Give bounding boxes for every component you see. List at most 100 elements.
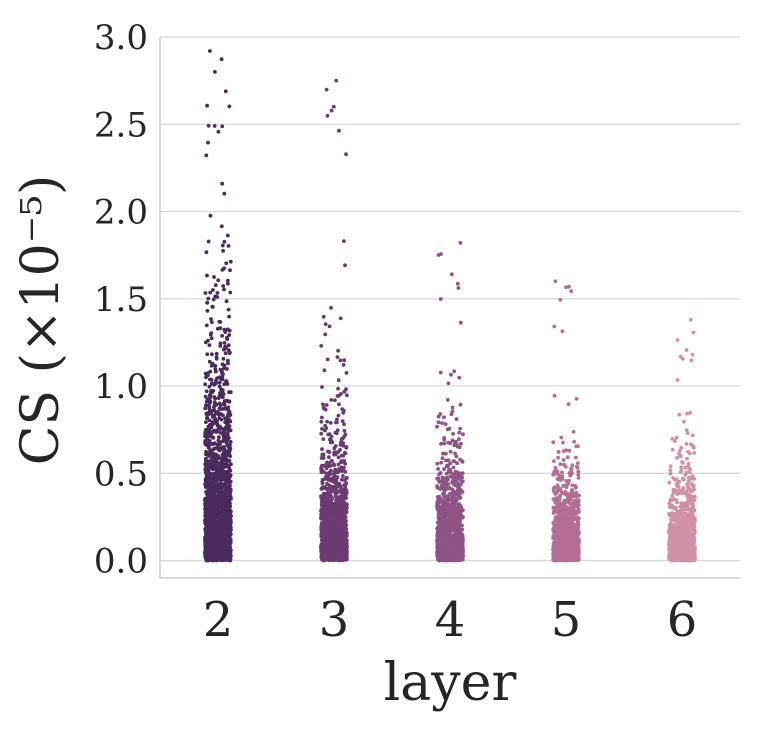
data-point <box>211 513 216 518</box>
data-point <box>219 224 224 229</box>
data-point <box>212 400 217 405</box>
data-point <box>552 459 556 463</box>
data-point <box>213 458 218 463</box>
data-point <box>456 487 461 492</box>
data-point <box>218 430 223 435</box>
data-point <box>331 104 336 109</box>
data-point <box>339 392 343 396</box>
data-point <box>459 474 464 479</box>
data-point <box>225 504 229 509</box>
data-point <box>339 453 344 458</box>
data-point <box>227 507 232 512</box>
data-point <box>228 259 233 264</box>
data-point <box>334 78 339 83</box>
data-point <box>221 438 226 442</box>
data-point <box>321 523 325 528</box>
data-point <box>206 239 211 244</box>
data-point <box>334 431 339 436</box>
data-point <box>205 539 210 543</box>
data-point <box>451 432 455 436</box>
data-point <box>455 281 460 286</box>
data-point <box>226 281 230 286</box>
data-point <box>325 113 330 118</box>
data-point <box>205 103 210 108</box>
data-point <box>445 398 450 402</box>
data-point <box>332 548 337 553</box>
data-point <box>212 547 217 552</box>
data-point <box>325 481 329 486</box>
data-point <box>204 551 209 556</box>
data-point <box>227 444 231 449</box>
data-point <box>445 427 450 432</box>
data-point <box>436 420 441 425</box>
data-point <box>227 351 232 355</box>
data-point <box>439 441 443 446</box>
data-point <box>223 330 228 334</box>
data-point <box>222 516 226 521</box>
data-point <box>459 478 463 483</box>
data-point <box>342 358 347 363</box>
data-point <box>228 525 233 529</box>
data-point <box>322 549 327 554</box>
data-point <box>212 124 217 128</box>
data-point <box>323 555 328 559</box>
data-point <box>220 124 225 129</box>
data-point <box>344 475 349 480</box>
data-point <box>338 526 342 530</box>
data-point <box>224 542 229 546</box>
data-point <box>329 398 334 402</box>
data-point <box>215 475 220 480</box>
data-point <box>342 500 347 505</box>
data-point <box>223 351 228 356</box>
data-point <box>341 541 346 545</box>
data-point <box>442 438 447 442</box>
data-point <box>343 263 347 268</box>
data-point <box>339 459 344 464</box>
data-point <box>436 531 441 536</box>
data-point <box>440 456 445 461</box>
data-point <box>320 427 324 431</box>
data-point <box>323 322 328 326</box>
data-point <box>223 344 228 349</box>
data-point <box>438 479 443 484</box>
data-point <box>216 461 221 465</box>
data-point <box>223 457 228 462</box>
data-point <box>204 429 209 434</box>
data-point <box>321 314 326 319</box>
data-point <box>217 435 221 440</box>
data-point <box>440 421 444 425</box>
data-point <box>224 261 229 266</box>
data-point <box>223 464 228 469</box>
data-point <box>336 386 340 391</box>
data-point <box>459 441 463 446</box>
data-point <box>574 396 579 401</box>
data-point <box>342 239 346 244</box>
data-point <box>326 449 331 454</box>
data-point <box>336 378 341 383</box>
data-point <box>329 434 334 439</box>
data-point <box>446 496 451 501</box>
data-point <box>214 351 219 356</box>
data-point <box>213 70 217 74</box>
data-point <box>320 447 324 451</box>
data-point <box>225 434 230 439</box>
data-point <box>212 382 217 387</box>
data-point <box>221 548 225 552</box>
data-point <box>204 375 208 380</box>
data-point <box>221 284 226 288</box>
data-point <box>220 181 225 186</box>
data-point <box>328 516 332 521</box>
data-point <box>203 462 208 467</box>
data-point <box>435 549 440 554</box>
data-point <box>438 508 443 512</box>
data-point <box>205 435 209 440</box>
data-point <box>343 528 348 533</box>
data-point <box>218 375 223 380</box>
data-point <box>326 529 331 533</box>
data-point <box>453 522 457 527</box>
data-point <box>336 470 340 474</box>
data-point <box>436 476 441 480</box>
data-point <box>213 283 218 287</box>
data-point <box>221 249 226 253</box>
data-point <box>217 488 222 493</box>
